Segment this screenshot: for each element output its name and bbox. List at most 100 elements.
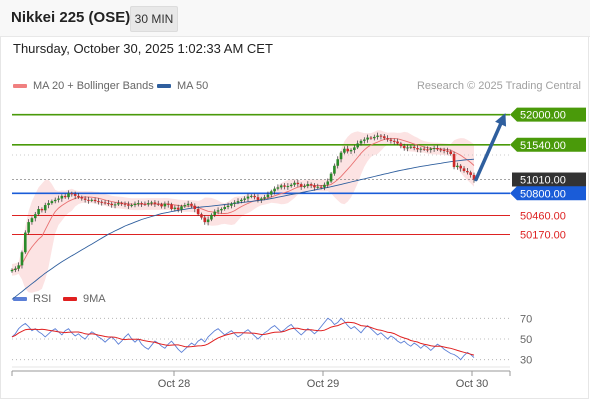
bollinger-band	[12, 130, 474, 293]
candle-body	[73, 193, 77, 196]
candle-body	[376, 135, 379, 137]
candle-body	[223, 207, 227, 209]
candle-body	[14, 268, 17, 270]
candle-body	[47, 203, 50, 206]
instrument-title: Nikkei 225 (OSE)	[11, 9, 131, 26]
candle-body	[343, 148, 346, 153]
legend-9ma-label: 9MA	[83, 293, 106, 305]
level-label-resistance: 51540.00	[520, 140, 566, 152]
candle-body	[240, 199, 243, 202]
legend-ma20-label: MA 20 + Bollinger Bands	[33, 80, 154, 92]
candle-body	[402, 146, 406, 149]
candle-body	[250, 195, 253, 197]
rsi-swatch-icon	[13, 297, 27, 301]
candle-body	[123, 203, 127, 205]
candle-body	[306, 184, 310, 187]
candle-body	[160, 204, 163, 207]
forecast-arrow-head	[495, 113, 507, 127]
candle-body	[406, 147, 409, 149]
candle-body	[236, 201, 240, 203]
rsi-tick-label: 50	[520, 334, 532, 346]
candle-body	[319, 186, 323, 188]
last-price-label: 51010.00	[520, 175, 566, 187]
candle-body	[266, 194, 270, 198]
level-tag-resistance	[510, 107, 586, 122]
candle-body	[399, 143, 403, 147]
x-tick-label: Oct 29	[307, 378, 339, 390]
candle-body	[416, 148, 419, 150]
x-axis-layer: Oct 28 Oct 29 Oct 30	[11, 370, 511, 390]
candle-body	[193, 205, 197, 209]
candle-body	[110, 203, 114, 206]
candle-body	[333, 165, 336, 174]
candle-body	[286, 186, 290, 188]
candle-body	[382, 136, 386, 139]
candle-body	[469, 172, 472, 175]
candle-body	[87, 199, 90, 201]
candle-body	[269, 191, 273, 195]
candle-body	[80, 197, 84, 199]
candle-body	[130, 205, 133, 207]
candle-body	[50, 201, 54, 204]
candle-body	[196, 209, 200, 215]
candle-body	[442, 150, 446, 152]
candle-body	[273, 188, 276, 192]
ma9-swatch-icon	[63, 297, 77, 301]
ma50-swatch-icon	[157, 84, 171, 88]
candle-body	[100, 201, 104, 203]
candle-body	[156, 203, 160, 205]
candle-body	[439, 149, 443, 151]
candle-body	[283, 185, 286, 187]
candle-body	[200, 214, 203, 218]
timeframe-button[interactable]: 30 MIN	[130, 6, 178, 32]
candle-body	[472, 174, 476, 180]
candle-body	[412, 146, 416, 149]
candle-body	[103, 202, 107, 204]
candle-body	[43, 205, 47, 211]
candle-body	[226, 205, 230, 208]
candle-body	[256, 197, 260, 200]
x-tick-label: Oct 30	[456, 378, 488, 390]
level-label-resistance: 52000.00	[520, 110, 566, 122]
candle-body	[363, 139, 366, 141]
level-label-support: 50170.00	[520, 230, 566, 242]
candle-body	[153, 202, 157, 204]
candle-body	[60, 195, 64, 199]
candle-body	[449, 151, 453, 154]
candle-body	[462, 168, 466, 171]
candle-body	[356, 143, 359, 148]
candle-body	[359, 140, 363, 144]
candle-body	[372, 136, 376, 139]
candle-body	[120, 203, 123, 205]
candle-body	[326, 181, 330, 185]
candle-body	[133, 203, 137, 206]
candle-body	[176, 207, 180, 210]
candle-body	[137, 203, 140, 205]
ma20-swatch-icon	[13, 84, 27, 88]
ma-lines-layer	[11, 137, 475, 300]
legend-ma50-label: MA 50	[177, 80, 209, 92]
candle-body	[459, 165, 463, 169]
candle-body	[389, 139, 393, 141]
candle-body	[27, 222, 30, 233]
legend-rsi: RSI	[13, 293, 51, 305]
candle-body	[296, 182, 300, 185]
candle-body	[17, 265, 20, 269]
timestamp: Thursday, October 30, 2025 1:02:33 AM CE…	[13, 41, 273, 56]
rsi-layer: 70 50 30	[11, 313, 532, 368]
rsi-9ma-line	[11, 321, 475, 356]
candle-body	[23, 232, 27, 253]
candle-body	[213, 211, 217, 215]
candles-layer	[10, 132, 476, 273]
level-tag-resistance	[510, 137, 586, 152]
candle-body	[186, 203, 190, 206]
last-price-tag	[512, 172, 586, 187]
candle-body	[53, 199, 57, 202]
candle-body	[210, 214, 213, 220]
candle-body	[259, 198, 263, 200]
candle-body	[253, 195, 256, 198]
candle-body	[429, 148, 433, 151]
candle-body	[67, 193, 70, 198]
level-tag-pivot	[510, 186, 586, 201]
candle-body	[309, 184, 313, 186]
